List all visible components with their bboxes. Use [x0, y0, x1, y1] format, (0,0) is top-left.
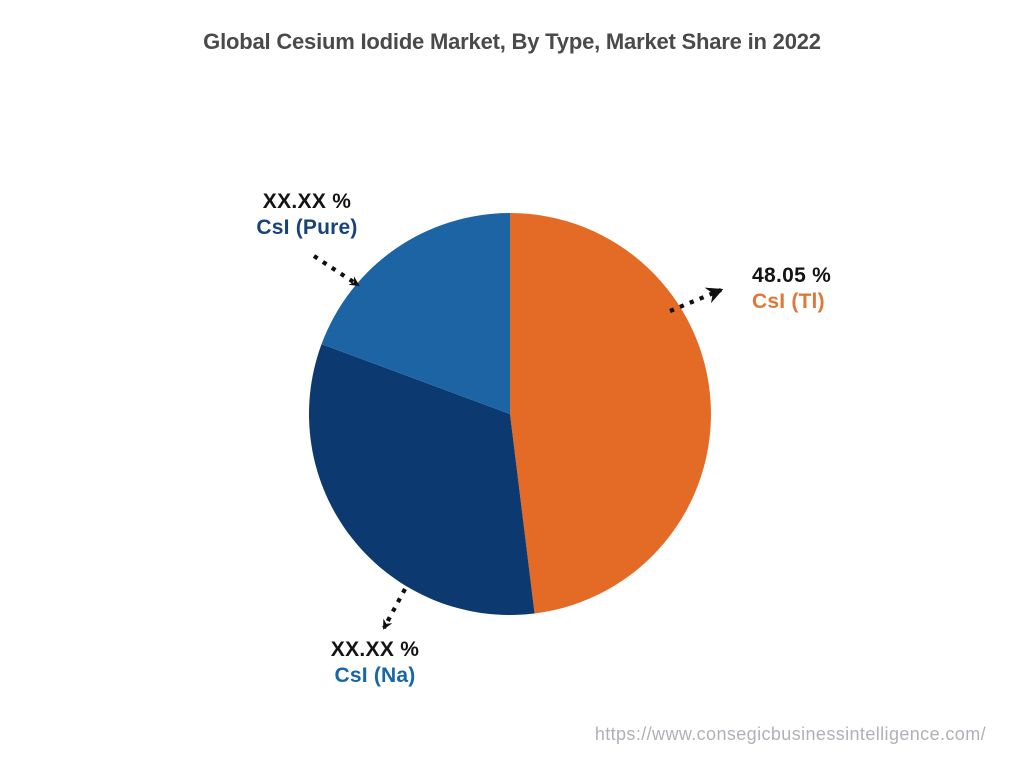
chart-title: Global Cesium Iodide Market, By Type, Ma…: [203, 29, 821, 54]
label-value-csi-na: XX.XX %: [330, 638, 420, 661]
label-name-csi-pure: CsI (Pure): [256, 216, 358, 239]
leader-line-csi-tl: [669, 287, 724, 313]
pie-slice-csi-na: [308, 344, 535, 615]
label-name-csi-tl: CsI (Tl): [752, 290, 825, 313]
label-value-csi-pure: XX.XX %: [262, 190, 352, 213]
label-group-csi-pure: XX.XX % CsI (Pure): [232, 189, 382, 241]
leader-line-csi-pure: [312, 254, 360, 287]
source-url: https://www.consegicbusinessintelligence…: [594, 724, 986, 744]
label-group-csi-na: XX.XX % CsI (Na): [300, 637, 450, 689]
leader-lines: [312, 254, 724, 630]
leader-line-csi-na: [382, 588, 407, 630]
label-value-csi-tl: 48.05 %: [752, 264, 832, 287]
pie-slices: [308, 213, 711, 615]
pie-slice-csi-tl: [510, 213, 711, 614]
pie-slice-csi-pure: [321, 213, 510, 414]
label-group-csi-tl: 48.05 % CsI (Tl): [752, 263, 831, 315]
label-name-csi-na: CsI (Na): [334, 664, 416, 687]
